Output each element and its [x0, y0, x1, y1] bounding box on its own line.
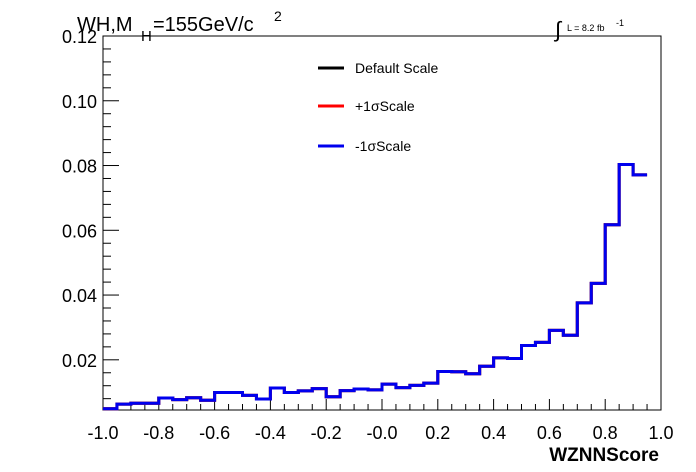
chart-title: WH,M H =155GeV/c 2: [77, 8, 282, 45]
series-line: [103, 163, 648, 411]
title-superscript: 2: [274, 8, 282, 24]
x-tick-label: 0.8: [593, 423, 618, 443]
y-tick-label: 0.10: [62, 92, 97, 112]
title-subscript: H: [141, 28, 152, 45]
legend-label: Default Scale: [355, 60, 438, 76]
x-tick-label: -0.6: [199, 423, 230, 443]
legend-label: +1σScale: [355, 98, 415, 114]
x-tick-label: -0.8: [143, 423, 174, 443]
legend-label: -1σScale: [355, 138, 411, 154]
x-tick-label: 1.0: [648, 423, 673, 443]
axes: -1.0 -0.8 -0.6 -0.4 -0.2 -0.0 0.2 0.4 0.6 0.8 1.0 0…: [62, 27, 674, 443]
series-layer: [103, 163, 648, 411]
series-line: [103, 163, 648, 411]
x-tick-label: -1.0: [87, 423, 118, 443]
x-tick-label: 0.4: [481, 423, 506, 443]
x-tick-label: 0.6: [537, 423, 562, 443]
y-tick-label: 0.02: [62, 351, 97, 371]
x-tick-label: -0.4: [255, 423, 286, 443]
x-tick-label: 0.2: [425, 423, 450, 443]
x-axis-title: WZNNScore: [549, 445, 659, 466]
plot-frame: [102, 35, 662, 411]
y-tick-label: 0.06: [62, 221, 97, 241]
lumi-superscript: -1: [616, 18, 624, 28]
x-tick-label: -0.2: [311, 423, 342, 443]
x-tick-label: -0.0: [366, 423, 397, 443]
integral-symbol: ∫: [553, 17, 563, 42]
luminosity-label: ∫ L = 8.2 fb -1: [553, 17, 624, 42]
y-tick-label: 0.12: [62, 27, 97, 47]
title-main: WH,M: [77, 14, 133, 36]
lumi-text: L = 8.2 fb: [567, 23, 604, 33]
legend: Default Scale +1σScale -1σScale: [318, 60, 438, 154]
series-line: [103, 163, 648, 411]
y-tick-label: 0.04: [62, 286, 97, 306]
title-rest: =155GeV/c: [153, 14, 254, 36]
y-tick-label: 0.08: [62, 157, 97, 177]
